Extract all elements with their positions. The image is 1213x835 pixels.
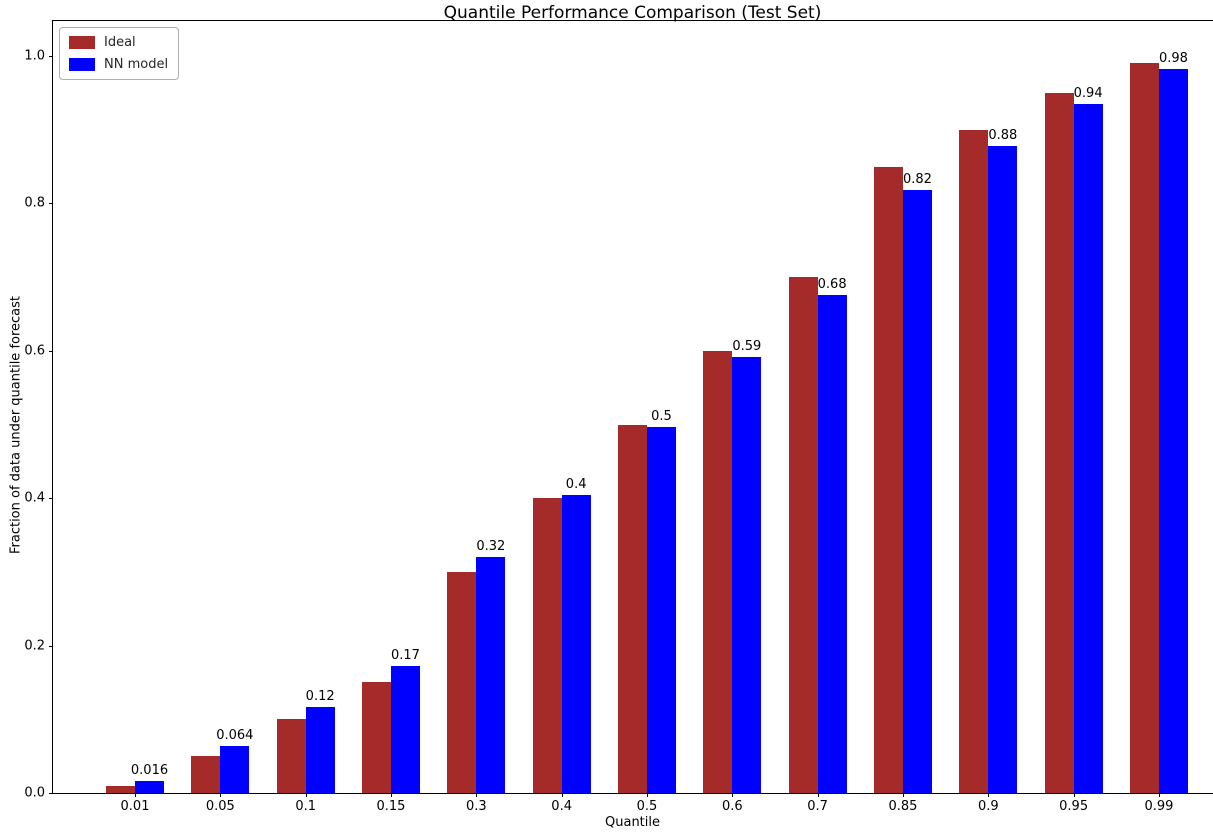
y-axis-tick (49, 350, 53, 352)
y-axis-tick-label: 0.0 (24, 785, 45, 801)
bar-ideal (1044, 92, 1074, 793)
bar-nn-model (220, 745, 250, 793)
bar-value-label: 0.98 (1158, 50, 1188, 66)
bar-nn-model (476, 557, 506, 793)
x-axis-tick (988, 793, 990, 797)
bar-nn-model (646, 426, 676, 793)
y-axis-tick-label: 0.6 (24, 343, 45, 359)
bar-ideal (1129, 63, 1159, 793)
x-axis-tick (476, 793, 478, 797)
bar-value-label: 0.32 (476, 539, 506, 555)
bar-ideal (276, 719, 306, 793)
bar-ideal (617, 424, 647, 793)
x-axis-tick-label: 0.01 (120, 799, 150, 814)
bar-value-label: 0.5 (651, 408, 672, 424)
x-axis-tick-label: 0.1 (295, 799, 316, 814)
x-axis-tick-label: 0.3 (465, 799, 487, 814)
legend-swatch-ideal (69, 36, 95, 49)
legend: Ideal NN model (59, 27, 180, 80)
legend-label-ideal: Ideal (104, 35, 136, 50)
x-axis-tick-label: 0.5 (636, 799, 658, 814)
bar-ideal (788, 277, 818, 793)
bar-nn-model (305, 706, 335, 793)
y-axis-tick-label: 0.2 (24, 638, 45, 654)
bar-nn-model (1158, 68, 1188, 793)
y-axis-tick (49, 645, 53, 647)
x-axis-tick-label: 0.9 (977, 799, 999, 814)
y-axis-tick (49, 56, 53, 57)
bar-ideal (959, 129, 989, 793)
x-axis-tick (732, 793, 734, 797)
legend-swatch-nn-model (69, 58, 95, 71)
bar-nn-model (1073, 103, 1103, 793)
x-axis-tick-label: 0.4 (551, 799, 572, 814)
bar-value-label: 0.59 (732, 338, 762, 354)
bar-nn-model (561, 494, 591, 793)
y-axis-tick-label: 0.4 (24, 490, 45, 506)
x-axis-tick (305, 793, 307, 797)
bar-nn-model (902, 190, 932, 793)
x-axis-tick-label: 0.7 (807, 799, 828, 814)
legend-entry-ideal: Ideal (69, 35, 168, 50)
bar-value-label: 0.12 (305, 688, 335, 704)
x-axis-tick (646, 793, 648, 797)
plot-area: Ideal NN model 0.0 0.2 0.4 0.6 0.8 1.0 0.01 0.0… (24, 20, 1213, 814)
y-axis-tick-label: 1.0 (24, 48, 45, 64)
bar-ideal (191, 756, 221, 793)
bar-value-label: 0.17 (391, 648, 420, 664)
bar-value-label: 0.88 (988, 127, 1018, 143)
x-axis-tick (390, 793, 392, 797)
x-axis-tick-label: 0.85 (888, 799, 918, 814)
y-axis-tick-label: 0.8 (24, 195, 45, 211)
bar-nn-model (988, 145, 1018, 793)
bar-nn-model (817, 294, 847, 793)
x-axis-tick (561, 793, 563, 797)
x-axis-tick-label: 0.6 (721, 799, 743, 814)
x-axis-tick-label: 0.95 (1059, 799, 1089, 814)
x-axis-tick-label: 0.15 (376, 799, 406, 814)
bar-ideal (361, 682, 391, 793)
bar-value-label: 0.016 (130, 763, 169, 779)
x-axis-label: Quantile (605, 815, 660, 830)
x-axis-tick (220, 793, 222, 797)
x-axis-tick-label: 0.99 (1144, 799, 1174, 814)
x-axis-tick (135, 793, 136, 797)
x-axis-tick (817, 793, 819, 797)
x-axis-tick-label: 0.05 (205, 799, 235, 814)
y-axis-tick (49, 498, 53, 500)
y-axis-tick (49, 203, 53, 205)
bar-value-label: 0.82 (902, 172, 932, 188)
legend-entry-nn-model: NN model (69, 57, 168, 72)
x-axis-tick (902, 793, 904, 797)
bar-nn-model (732, 356, 762, 793)
legend-label-nn-model: NN model (104, 57, 169, 72)
bar-ideal (447, 571, 477, 793)
bar-value-label: 0.064 (216, 727, 254, 743)
bar-ideal (106, 785, 135, 793)
bar-ideal (873, 166, 903, 793)
y-axis-label: Fraction of data under quantile forecast (8, 295, 24, 555)
x-axis-tick (1158, 793, 1160, 797)
y-axis-tick (49, 793, 53, 794)
x-axis-tick (1073, 793, 1075, 797)
bar-value-label: 0.94 (1073, 85, 1103, 101)
bar-nn-model (135, 781, 164, 793)
bar-ideal (703, 350, 733, 793)
bar-value-label: 0.68 (817, 276, 847, 292)
bar-ideal (532, 498, 562, 793)
chart-title: Quantile Performance Comparison (Test Se… (443, 3, 822, 23)
bar-nn-model (390, 666, 420, 793)
bar-value-label: 0.4 (565, 476, 587, 492)
